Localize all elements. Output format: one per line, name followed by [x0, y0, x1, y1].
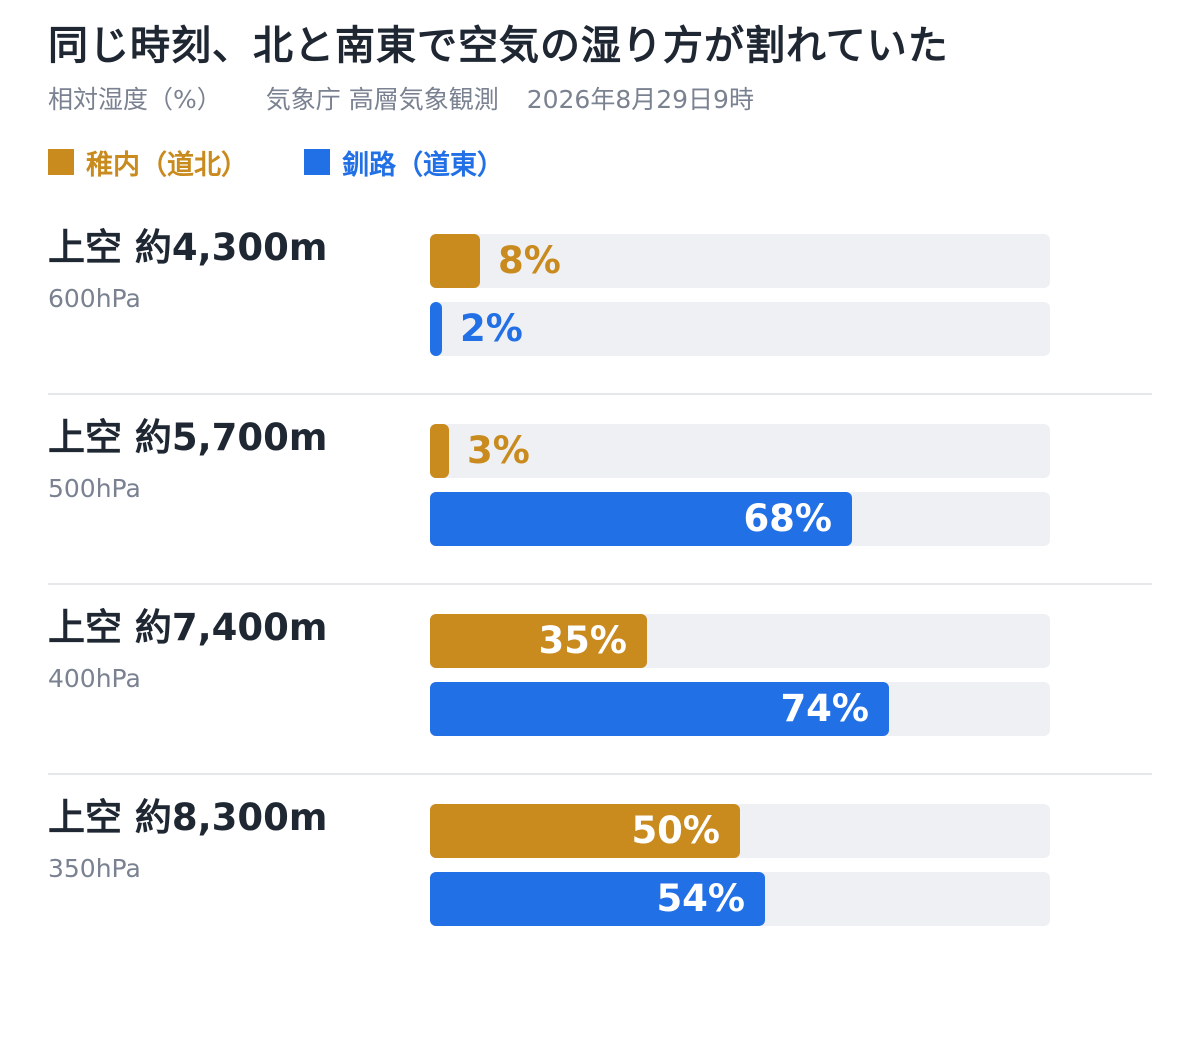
bar-wakkanai [430, 424, 449, 478]
legend-item-wakkanai: 稚内（道北） [48, 143, 248, 182]
bar-kushiro [430, 682, 889, 736]
group-divider [48, 393, 1152, 395]
bar-track-kushiro: 2% [430, 302, 1050, 356]
chart-title: 同じ時刻、北と南東で空気の湿り方が割れていた [48, 23, 949, 69]
bar-track-kushiro: 54% [430, 872, 1050, 926]
legend-item-kushiro: 釧路（道東） [304, 143, 504, 182]
group-divider [48, 773, 1152, 775]
bar-track-kushiro: 74% [430, 682, 1050, 736]
bar-track-kushiro: 68% [430, 492, 1050, 546]
pressure-label: 600hPa [48, 284, 141, 313]
datetime-label: 2026年8月29日9時 [526, 85, 754, 114]
data-label-wakkanai: 50% [631, 809, 720, 852]
pressure-label: 400hPa [48, 664, 141, 693]
source-label: 気象庁 高層気象観測 [265, 85, 499, 114]
legend-swatch-kushiro [304, 149, 330, 175]
altitude-group: 上空 約5,700m 500hPa 3% 68% [0, 394, 1200, 584]
altitude-label: 上空 約8,300m [48, 796, 328, 839]
bar-kushiro [430, 872, 765, 926]
data-label-kushiro: 2% [460, 307, 523, 350]
chart-subtitle: 相対湿度（%） 気象庁 高層気象観測 2026年8月29日9時 [48, 80, 754, 120]
legend-swatch-wakkanai [48, 149, 74, 175]
bar-track-wakkanai: 35% [430, 614, 1050, 668]
altitude-group: 上空 約8,300m 350hPa 50% 54% [0, 774, 1200, 964]
data-label-wakkanai: 3% [467, 429, 530, 472]
data-label-kushiro: 74% [780, 687, 869, 730]
legend: 稚内（道北） 釧路（道東） [48, 140, 560, 184]
bar-kushiro [430, 492, 852, 546]
data-label-kushiro: 68% [743, 497, 832, 540]
data-label-wakkanai: 35% [538, 619, 627, 662]
altitude-label: 上空 約4,300m [48, 226, 328, 269]
altitude-group: 上空 約7,400m 400hPa 35% 74% [0, 584, 1200, 774]
altitude-label: 上空 約7,400m [48, 606, 328, 649]
data-label-kushiro: 54% [656, 877, 745, 920]
altitude-label: 上空 約5,700m [48, 416, 328, 459]
bar-track-wakkanai: 50% [430, 804, 1050, 858]
bar-kushiro [430, 302, 442, 356]
pressure-label: 350hPa [48, 854, 141, 883]
bar-track-wakkanai: 3% [430, 424, 1050, 478]
legend-label-kushiro: 釧路（道東） [342, 149, 504, 181]
altitude-group: 上空 約4,300m 600hPa 8% 2% [0, 204, 1200, 394]
data-label-wakkanai: 8% [498, 239, 561, 282]
bar-wakkanai [430, 804, 740, 858]
unit-label: 相対湿度（%） [48, 85, 222, 114]
bar-wakkanai [430, 234, 480, 288]
bar-wakkanai [430, 614, 647, 668]
pressure-label: 500hPa [48, 474, 141, 503]
legend-label-wakkanai: 稚内（道北） [86, 149, 248, 181]
group-divider [48, 583, 1152, 585]
bar-track-wakkanai: 8% [430, 234, 1050, 288]
